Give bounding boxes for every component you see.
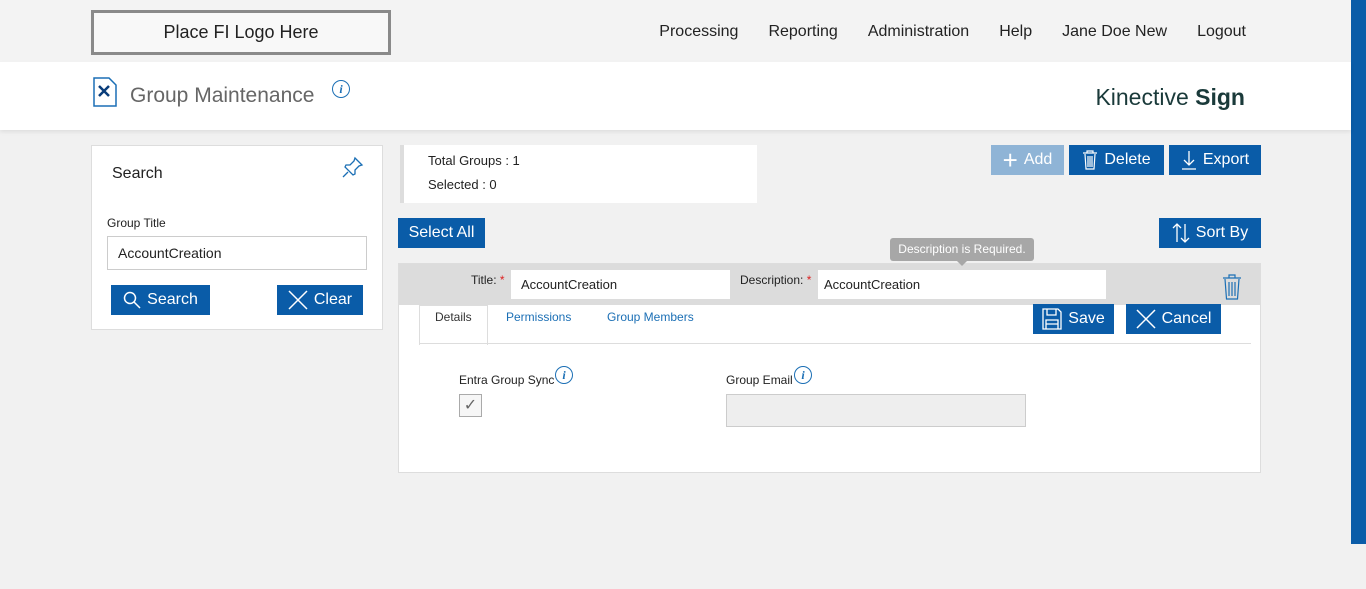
group-title-input[interactable] (107, 236, 367, 270)
brand-logo: Kinective Sign (1095, 84, 1245, 111)
trash-icon (1083, 150, 1098, 170)
add-button[interactable]: + Add (991, 145, 1064, 175)
cancel-label: Cancel (1161, 310, 1212, 327)
nav-administration[interactable]: Administration (867, 23, 970, 40)
summary-box: Total Groups : 1 Selected : 0 (400, 145, 757, 203)
required-mark: * (499, 273, 505, 287)
search-panel: Search Group Title Search Clear (91, 145, 383, 330)
required-mark: * (806, 273, 812, 287)
save-label: Save (1068, 310, 1105, 327)
top-bar: Place FI Logo Here Processing Reporting … (0, 0, 1351, 62)
search-icon (123, 291, 141, 309)
page-title: Group Maintenance (130, 84, 315, 107)
selected-count: Selected : 0 (428, 177, 497, 192)
delete-button[interactable]: Delete (1069, 145, 1164, 175)
main-nav: Processing Reporting Administration Help… (659, 23, 1246, 41)
sort-label: Sort By (1195, 224, 1249, 241)
search-heading: Search (112, 165, 163, 182)
entra-sync-checkbox[interactable]: ✓ (459, 394, 482, 417)
pin-icon[interactable] (341, 155, 365, 179)
delete-label: Delete (1104, 151, 1151, 168)
add-label: Add (1023, 151, 1053, 168)
entra-sync-label: Entra Group Sync (459, 373, 555, 387)
title-label: Title: * (471, 273, 505, 287)
close-icon (1136, 309, 1156, 329)
info-icon[interactable]: i (332, 80, 350, 98)
title-label-text: Title: (471, 273, 497, 287)
nav-logout[interactable]: Logout (1197, 23, 1246, 40)
export-label: Export (1202, 151, 1250, 168)
nav-help[interactable]: Help (999, 23, 1033, 40)
group-title-label: Group Title (107, 216, 166, 230)
search-button-label: Search (147, 291, 198, 308)
page-header: Group Maintenance i Kinective Sign (0, 62, 1351, 130)
info-icon[interactable]: i (555, 366, 573, 384)
tab-details[interactable]: Details (435, 310, 472, 324)
nav-user[interactable]: Jane Doe New (1062, 23, 1168, 40)
total-groups: Total Groups : 1 (428, 153, 520, 168)
plus-icon: + (1002, 145, 1018, 175)
brand-bold: Sign (1195, 84, 1245, 110)
document-tools-icon (93, 77, 117, 107)
cancel-button[interactable]: Cancel (1126, 304, 1221, 334)
tab-details-bg (419, 305, 488, 345)
group-email-label: Group Email (726, 373, 793, 387)
tab-divider (419, 343, 1251, 344)
nav-reporting[interactable]: Reporting (768, 23, 838, 40)
group-email-input[interactable] (726, 394, 1026, 427)
sort-by-button[interactable]: Sort By (1159, 218, 1261, 248)
export-button[interactable]: Export (1169, 145, 1261, 175)
trash-icon[interactable] (1222, 274, 1242, 300)
validation-tooltip: Description is Required. (890, 238, 1034, 261)
clear-button[interactable]: Clear (277, 285, 363, 315)
tooltip-arrow (957, 261, 967, 266)
info-icon[interactable]: i (794, 366, 812, 384)
clear-button-label: Clear (313, 291, 353, 308)
tab-permissions[interactable]: Permissions (506, 310, 572, 324)
save-button[interactable]: Save (1033, 304, 1114, 334)
logo-placeholder: Place FI Logo Here (91, 10, 391, 55)
download-icon (1181, 151, 1196, 170)
description-input[interactable] (818, 270, 1106, 299)
group-card: Title: * Description: * Save Cancel Entr… (398, 263, 1261, 473)
save-icon (1042, 308, 1062, 330)
select-all-button[interactable]: Select All (398, 218, 485, 248)
scrollbar[interactable] (1351, 0, 1366, 544)
description-label-text: Description: (740, 273, 804, 287)
description-label: Description: * (740, 273, 811, 287)
nav-processing[interactable]: Processing (659, 23, 739, 40)
brand-text: Kinective (1095, 84, 1196, 110)
title-input[interactable] (511, 270, 730, 299)
sort-icon (1172, 223, 1190, 243)
close-icon (288, 290, 308, 310)
search-button[interactable]: Search (111, 285, 210, 315)
tab-group-members[interactable]: Group Members (607, 310, 694, 324)
